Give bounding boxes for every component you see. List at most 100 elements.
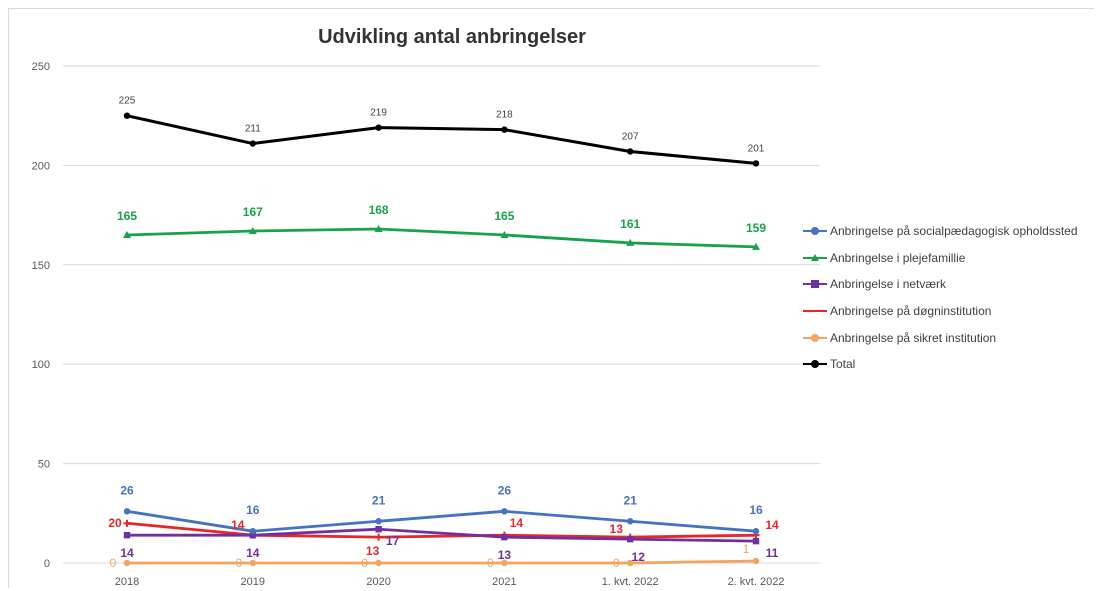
data-point [123,508,131,515]
legend-marker [811,333,819,342]
y-tick-label: 50 [38,459,50,471]
data-label: 26 [120,483,134,497]
data-point [501,533,508,541]
data-point [375,518,382,525]
series-2 [123,526,760,545]
legend-item: Anbringelse på døgninstitution [803,298,1078,325]
data-label: 13 [366,544,380,558]
x-axis: 2018 2019 2020 2021 1. kvt. 2022 2. kvt. 2022 [115,576,785,588]
gridlines [63,65,820,564]
data-point [375,526,382,533]
data-label: 12 [632,550,646,564]
data-label: 16 [246,503,260,517]
data-label: 0 [487,556,494,570]
data-label: 201 [748,143,765,154]
legend-swatch [803,280,827,289]
data-label: 167 [243,205,263,219]
data-point [123,230,131,238]
data-label: 21 [372,493,386,507]
data-label: 16 [749,503,763,517]
y-axis: 0 50 100 150 200 250 [32,61,50,570]
x-tick-label: 2019 [241,576,265,588]
chart-title: Udvikling antal anbringelser [318,26,586,48]
data-point [248,227,257,235]
data-label: 219 [370,108,387,119]
data-point [249,140,256,147]
series-1 [123,225,760,250]
series-line [126,227,757,249]
y-tick-label: 200 [32,160,50,172]
data-point [627,559,634,567]
data-label: 159 [746,221,766,235]
series-lines [123,112,760,567]
data-point [123,559,131,567]
data-label: 14 [246,546,260,560]
data-point [123,519,131,527]
data-label: 14 [765,518,779,532]
legend-swatch [803,227,827,236]
series-line [126,521,757,539]
legend-swatch [803,307,827,315]
data-label: 14 [510,516,524,530]
data-point [627,148,634,155]
data-label: 0 [361,556,368,570]
y-tick-label: 150 [32,260,50,272]
data-point [500,230,509,238]
y-tick-label: 250 [32,61,50,73]
data-point [249,527,256,535]
data-label: 21 [624,493,638,507]
series-4 [123,557,760,567]
chart-frame [8,8,1094,588]
series-line [126,114,757,165]
legend-item: Anbringelse i plejefamillie [803,245,1078,272]
legend-label: Anbringelse på sikret institution [830,330,997,345]
legend-marker [811,307,819,315]
data-label: 13 [610,522,624,536]
legend-item: Anbringelse i netværk [803,271,1078,298]
data-label: 161 [620,217,640,231]
data-label: 218 [496,110,513,121]
data-label: 20 [108,516,122,530]
data-point [752,527,760,535]
series-line [126,509,757,533]
data-label: 26 [498,483,512,497]
legend-marker [811,253,819,261]
data-label: 0 [613,556,620,570]
legend-label: Anbringelse på socialpædagogisk opholdss… [830,224,1078,239]
x-tick-label: 2. kvt. 2022 [728,576,785,588]
legend-swatch [803,253,827,261]
data-point [627,535,634,543]
legend-item: Anbringelse på sikret institution [803,324,1078,351]
legend-label: Total [830,357,856,372]
data-point [626,238,635,246]
data-point [123,112,131,119]
data-point [752,160,760,167]
data-label: 14 [120,546,134,560]
legend-marker [811,360,819,369]
x-tick-label: 2018 [115,576,139,588]
series-line [127,527,757,543]
legend-marker [811,227,819,236]
data-point [752,537,760,545]
data-label: 165 [117,209,137,223]
data-point [249,559,256,567]
x-tick-label: 2020 [366,576,390,588]
data-label: 1 [743,542,750,556]
data-label: 168 [369,203,389,217]
legend: Anbringelse på socialpædagogisk opholdss… [803,218,1078,378]
y-tick-label: 0 [44,558,50,570]
data-point [375,124,382,131]
data-point [501,126,508,133]
data-point [375,533,383,541]
legend-item: Anbringelse på socialpædagogisk opholdss… [803,218,1078,245]
data-label: 0 [110,556,117,570]
legend-swatch [803,333,827,342]
series-5 [123,112,760,167]
data-point [501,508,508,515]
data-label: 11 [766,546,779,560]
data-point [374,225,383,233]
data-point [249,531,256,539]
data-point [375,559,382,567]
legend-label: Anbringelse i plejefamillie [830,250,966,265]
